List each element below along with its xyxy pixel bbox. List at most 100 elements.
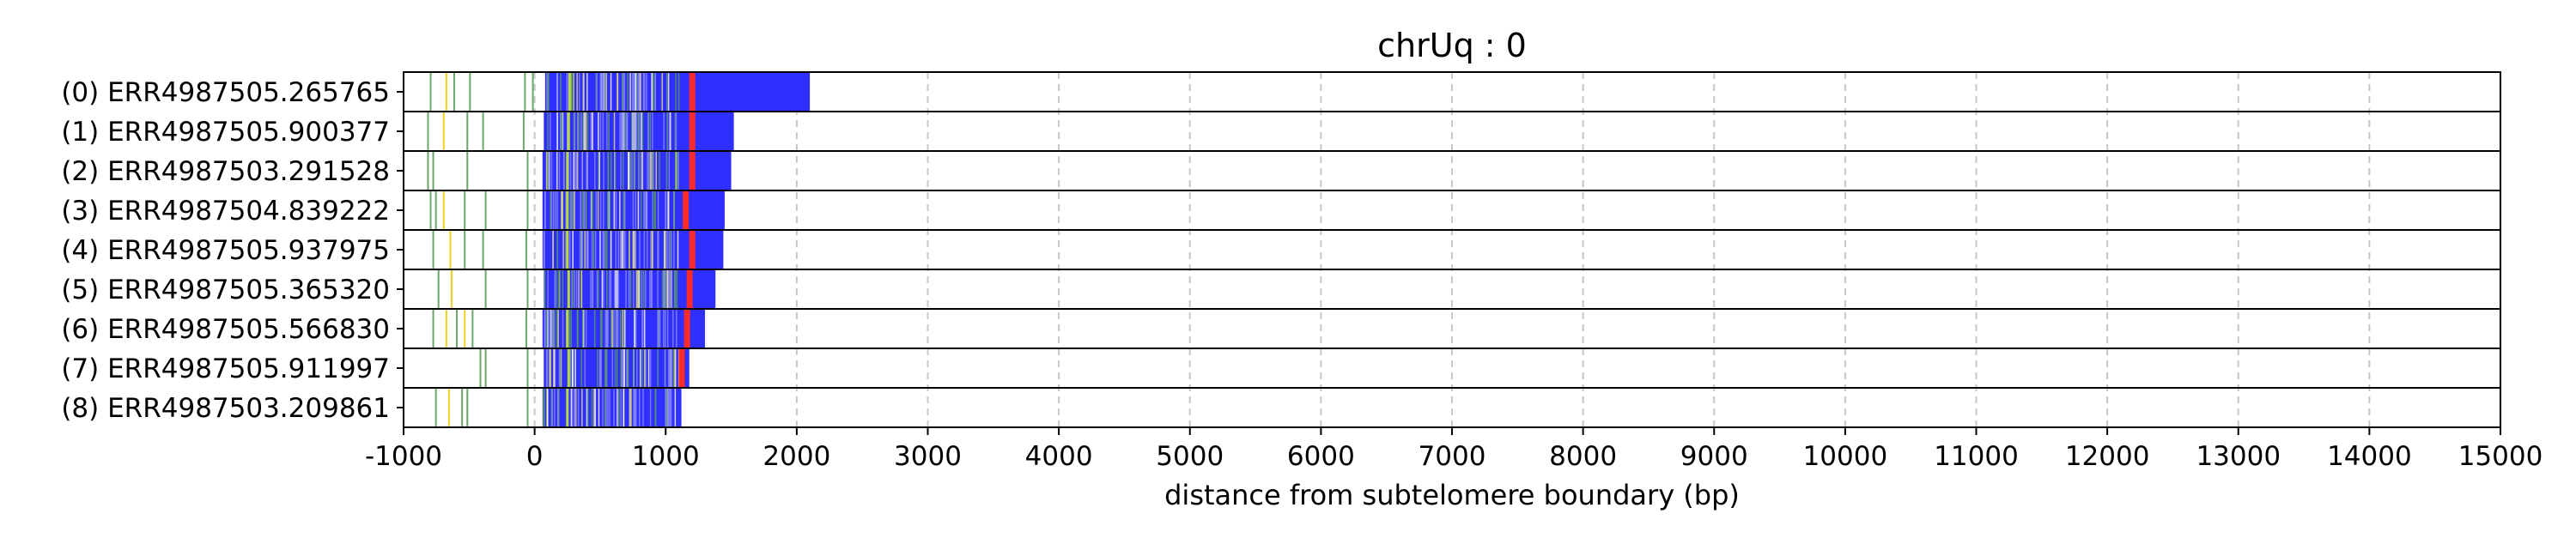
repeat-streak bbox=[619, 191, 621, 229]
repeat-streak bbox=[629, 73, 631, 111]
repeat-streak bbox=[669, 389, 671, 426]
repeat-streak bbox=[633, 231, 635, 269]
repeat-streak bbox=[635, 112, 638, 150]
repeat-streak bbox=[544, 389, 545, 426]
repeat-streak bbox=[654, 191, 656, 229]
repeat-streak bbox=[610, 231, 612, 269]
repeat-streak bbox=[640, 191, 642, 229]
repeat-streak bbox=[652, 191, 654, 229]
green-mark bbox=[464, 191, 466, 229]
repeat-streak bbox=[556, 73, 558, 111]
x-tick-label: 8000 bbox=[1549, 441, 1617, 472]
repeat-streak bbox=[635, 231, 636, 269]
repeat-streak bbox=[623, 73, 626, 111]
reads-layer bbox=[427, 73, 811, 426]
repeat-streak bbox=[644, 349, 646, 387]
repeat-streak bbox=[606, 112, 608, 150]
repeat-streak bbox=[620, 112, 623, 150]
repeat-streak bbox=[590, 270, 592, 308]
repeat-streak bbox=[629, 389, 631, 426]
repeat-streak bbox=[659, 310, 661, 348]
repeat-streak bbox=[653, 73, 654, 111]
repeat-streak bbox=[672, 349, 675, 387]
repeat-streak bbox=[601, 270, 604, 308]
repeat-streak bbox=[599, 73, 602, 111]
repeat-streak bbox=[613, 389, 615, 426]
green-mark bbox=[434, 191, 437, 229]
repeat-streak bbox=[623, 349, 625, 387]
repeat-streak bbox=[620, 389, 622, 426]
repeat-streak bbox=[547, 270, 549, 308]
repeat-streak bbox=[550, 152, 553, 190]
repeat-streak bbox=[661, 73, 663, 111]
repeat-streak bbox=[576, 112, 579, 150]
repeat-streak bbox=[554, 310, 556, 348]
repeat-streak bbox=[574, 112, 576, 150]
repeat-streak bbox=[652, 152, 653, 190]
repeat-streak bbox=[674, 349, 677, 387]
repeat-streak bbox=[586, 389, 588, 426]
repeat-streak bbox=[598, 152, 599, 190]
repeat-streak bbox=[583, 112, 586, 150]
repeat-streak bbox=[611, 310, 613, 348]
repeat-streak bbox=[546, 152, 549, 190]
read-track bbox=[479, 349, 690, 387]
repeat-streak bbox=[550, 389, 552, 426]
repeat-streak bbox=[665, 152, 668, 190]
repeat-streak bbox=[595, 191, 597, 229]
repeat-streak bbox=[556, 389, 559, 426]
green-mark bbox=[432, 152, 434, 190]
repeat-streak bbox=[573, 191, 574, 229]
repeat-streak bbox=[580, 231, 582, 269]
variant-repeat-mark bbox=[689, 231, 696, 269]
repeat-streak bbox=[549, 152, 551, 190]
x-tick-label: 2000 bbox=[762, 441, 830, 472]
repeat-streak bbox=[613, 310, 615, 348]
repeat-streak bbox=[629, 389, 630, 426]
variant-repeat-mark bbox=[689, 73, 696, 111]
repeat-streak bbox=[609, 270, 611, 308]
repeat-streak bbox=[606, 191, 609, 229]
yellow-green-band bbox=[567, 349, 570, 387]
x-tick-label: 5000 bbox=[1156, 441, 1224, 472]
repeat-streak bbox=[653, 152, 654, 190]
repeat-streak bbox=[546, 73, 548, 111]
green-mark bbox=[484, 270, 487, 308]
repeat-streak bbox=[670, 349, 672, 387]
repeat-streak bbox=[619, 310, 622, 348]
yellow-green-band bbox=[567, 270, 570, 308]
repeat-streak bbox=[617, 270, 618, 308]
repeat-streak bbox=[665, 73, 668, 111]
repeat-streak bbox=[635, 73, 638, 111]
repeat-streak bbox=[584, 231, 586, 269]
repeat-streak bbox=[632, 191, 635, 229]
green-mark bbox=[466, 389, 469, 426]
green-mark bbox=[432, 310, 434, 348]
repeat-streak bbox=[550, 191, 551, 229]
repeat-streak bbox=[578, 270, 580, 308]
repeat-streak bbox=[635, 73, 637, 111]
green-mark bbox=[429, 73, 432, 111]
repeat-streak bbox=[617, 231, 620, 269]
repeat-streak bbox=[610, 270, 612, 308]
yellow-mark bbox=[445, 73, 447, 111]
read-label: (7) ERR4987505.911997 bbox=[61, 354, 390, 384]
repeat-streak bbox=[637, 270, 639, 308]
repeat-streak bbox=[647, 152, 650, 190]
repeat-streak bbox=[621, 73, 623, 111]
repeat-streak bbox=[562, 270, 564, 308]
green-mark bbox=[482, 231, 484, 269]
read-label: (2) ERR4987503.291528 bbox=[61, 156, 390, 187]
repeat-streak bbox=[574, 389, 576, 426]
repeat-streak bbox=[623, 73, 624, 111]
repeat-streak bbox=[568, 231, 571, 269]
repeat-streak bbox=[546, 349, 549, 387]
repeat-streak bbox=[543, 389, 544, 426]
repeat-streak bbox=[668, 389, 670, 426]
repeat-streak bbox=[643, 73, 646, 111]
x-tick-label: 1000 bbox=[632, 441, 700, 472]
repeat-streak bbox=[607, 310, 609, 348]
green-mark bbox=[524, 73, 526, 111]
repeat-streak bbox=[586, 73, 588, 111]
repeat-streak bbox=[605, 231, 606, 269]
